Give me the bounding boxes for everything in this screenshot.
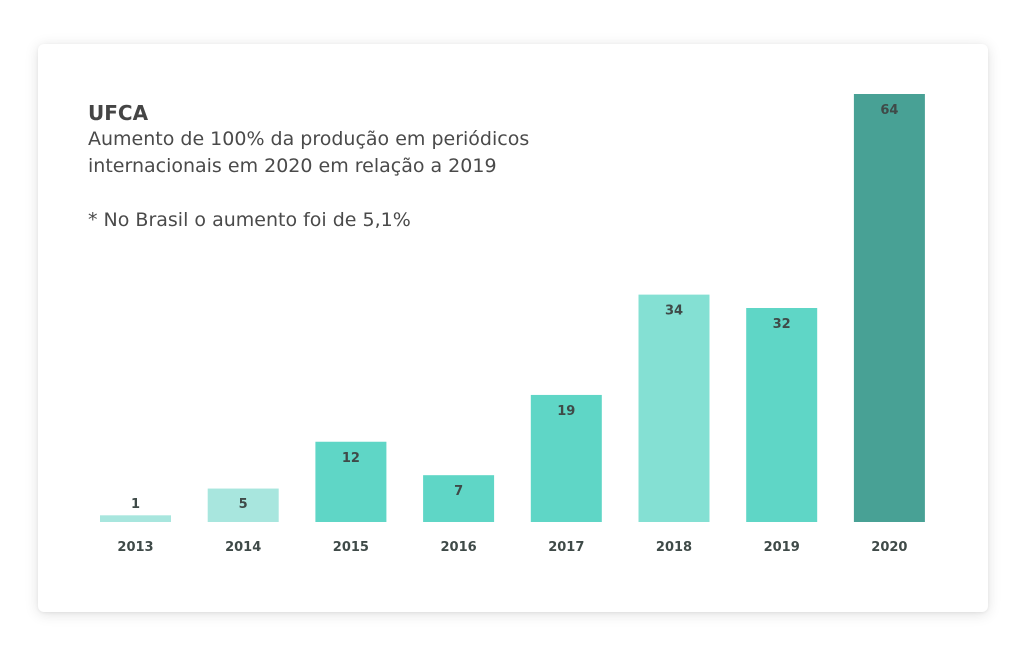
bar-2020 <box>853 94 925 522</box>
x-tick-label-2020: 2020 <box>871 540 907 555</box>
x-tick-label-2014: 2014 <box>225 540 261 555</box>
bar-2013 <box>100 515 171 522</box>
x-tick-label-2019: 2019 <box>764 540 800 555</box>
bar-2019 <box>746 308 818 522</box>
bar-value-label-2020: 64 <box>880 103 898 118</box>
chart-subtitle-line-2: internacionais em 2020 em relação a 2019 <box>88 155 497 177</box>
chart-title: UFCA <box>88 101 149 125</box>
bar-value-label-2017: 19 <box>557 404 575 419</box>
bar-2018 <box>638 294 710 522</box>
bar-value-label-2018: 34 <box>665 304 683 319</box>
x-tick-label-2016: 2016 <box>441 540 477 555</box>
bar-value-label-2014: 5 <box>239 497 248 512</box>
bar-value-label-2015: 12 <box>342 451 360 466</box>
x-tick-label-2013: 2013 <box>117 540 153 555</box>
x-tick-label-2018: 2018 <box>656 540 692 555</box>
bar-value-label-2016: 7 <box>454 484 463 499</box>
bar-value-label-2013: 1 <box>131 497 140 512</box>
bar-2016 <box>423 475 495 522</box>
chart-annotation: * No Brasil o aumento foi de 5,1% <box>88 209 411 231</box>
x-tick-label-2017: 2017 <box>548 540 584 555</box>
bar-2014 <box>207 488 279 522</box>
chart-card <box>38 44 988 612</box>
chart-text-block: UFCA Aumento de 100% da produção em peri… <box>88 100 529 234</box>
bar-value-label-2019: 32 <box>773 317 791 332</box>
chart-subtitle-line-1: Aumento de 100% da produção em periódico… <box>88 128 530 150</box>
bar-2017 <box>530 394 602 522</box>
x-tick-label-2015: 2015 <box>333 540 369 555</box>
bar-2015 <box>315 441 387 522</box>
